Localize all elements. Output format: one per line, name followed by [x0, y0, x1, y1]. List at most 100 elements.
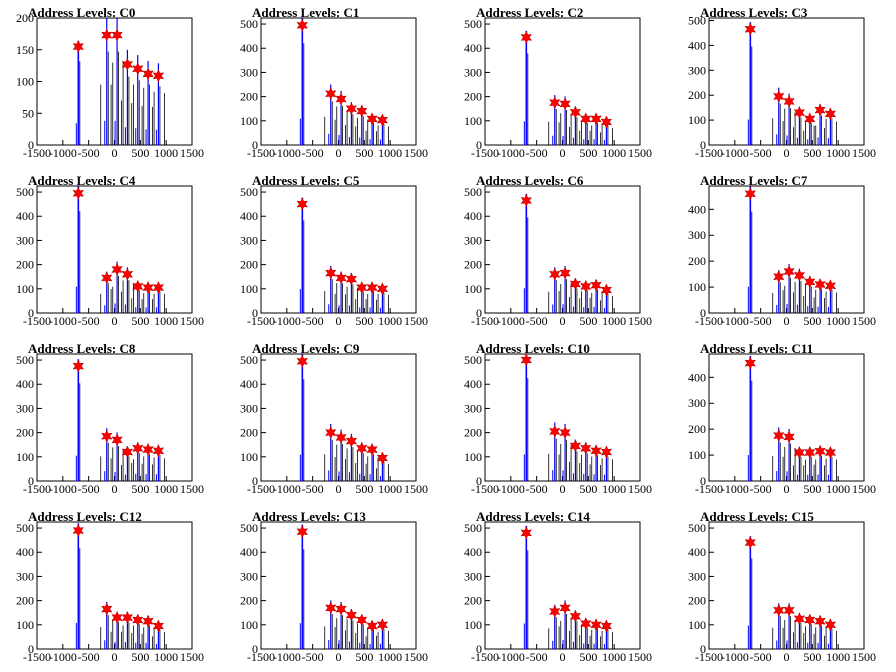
- x-tick-label: 0: [336, 146, 342, 160]
- peak-marker: [72, 359, 85, 373]
- y-tick-label: 0: [476, 642, 482, 656]
- peak-marker: [804, 275, 816, 289]
- y-tick-label: 400: [688, 370, 706, 384]
- x-tick-label: 1500: [852, 314, 876, 328]
- plot-frame: [484, 17, 641, 146]
- peak-marker: [520, 353, 533, 367]
- chart-panel-0: 0 50 100 150 200 -1500 -1000 -500 0 500 1000 1500 Ad…: [0, 0, 224, 168]
- y-tick-label: 0: [252, 642, 258, 656]
- x-tick-label: 500: [131, 482, 149, 496]
- plot-frame: [708, 521, 865, 650]
- peak-marker: [296, 197, 309, 211]
- y-tick-label: 200: [16, 426, 34, 440]
- peak-marker: [142, 442, 154, 457]
- peak-marker: [356, 441, 368, 455]
- x-tick-label: -500: [302, 146, 324, 160]
- x-tick-label: 1500: [628, 314, 652, 328]
- chart-title: Address Levels: C4: [28, 173, 136, 188]
- x-tick-label: 500: [579, 314, 597, 328]
- x-tick-label: -500: [750, 146, 772, 160]
- chart-title: Address Levels: C5: [252, 173, 360, 188]
- peak-marker: [335, 602, 347, 616]
- x-tick-label: 0: [112, 146, 118, 160]
- chart-panel-2: 0 100 200 300 400 500 -1500 -1000 -500 0 500 1000 15…: [448, 0, 672, 168]
- peak-marker: [72, 39, 85, 54]
- peak-marker: [580, 616, 592, 631]
- peak-marker: [101, 271, 113, 285]
- peak-marker: [600, 115, 613, 129]
- x-tick-label: -500: [78, 146, 100, 160]
- chart-panel-14: 0 100 200 300 400 500 -1500 -1000 -500 0 500 1000 15…: [448, 504, 672, 672]
- y-tick-label: 100: [16, 618, 34, 632]
- peak-marker: [783, 264, 795, 279]
- chart-title: Address Levels: C3: [700, 5, 808, 20]
- x-tick-label: 0: [112, 650, 118, 664]
- peak-marker: [793, 445, 806, 460]
- peak-marker: [356, 104, 368, 118]
- y-tick-label: 300: [688, 228, 706, 242]
- peak-marker: [366, 280, 378, 295]
- x-tick-label: 1000: [154, 146, 178, 160]
- y-tick-label: 300: [16, 233, 34, 247]
- x-tick-label: 500: [579, 650, 597, 664]
- y-tick-label: 0: [476, 138, 482, 152]
- plot-frame: [484, 521, 641, 650]
- x-tick-label: -500: [78, 650, 100, 664]
- y-tick-label: 100: [240, 282, 258, 296]
- peak-marker: [783, 603, 795, 617]
- x-tick-label: -1000: [273, 146, 301, 160]
- y-tick-label: 200: [688, 594, 706, 608]
- x-tick-label: 1500: [852, 650, 876, 664]
- y-tick-label: 100: [240, 114, 258, 128]
- y-tick-label: 400: [688, 202, 706, 216]
- y-tick-label: 0: [252, 474, 258, 488]
- x-tick-label: -1500: [471, 314, 499, 328]
- y-tick-label: 0: [700, 306, 706, 320]
- chart-title: Address Levels: C1: [252, 5, 360, 20]
- plot-frame: [36, 185, 193, 314]
- x-tick-label: 0: [560, 650, 566, 664]
- peak-marker: [356, 613, 368, 627]
- chart-svg: 0 100 200 300 400 500 -1500-1000 -500 0 500 1000 15…: [240, 185, 428, 328]
- y-tick-label: 300: [464, 233, 482, 247]
- peak-marker: [569, 439, 582, 453]
- y-tick-label: 100: [464, 450, 482, 464]
- chart-panel-5: 0 100 200 300 400 500 -1500 -1000 -500 0 500 1000 15…: [224, 168, 448, 336]
- chart-svg: 0 100 200 300 400 500 -1500-1000 -500 0 500 1000 15…: [464, 353, 652, 496]
- peak-marker: [132, 62, 144, 76]
- peak-marker: [580, 441, 592, 455]
- x-tick-label: -1500: [23, 482, 51, 496]
- y-tick-label: 150: [16, 43, 34, 57]
- y-tick-label: 0: [252, 306, 258, 320]
- x-tick-label: 1500: [628, 650, 652, 664]
- y-tick-label: 500: [688, 521, 706, 535]
- y-tick-label: 500: [464, 521, 482, 535]
- peak-marker: [559, 601, 571, 615]
- y-tick-label: 500: [240, 185, 258, 199]
- x-tick-label: 500: [803, 650, 821, 664]
- plot-frame: [36, 353, 193, 482]
- chart-panel-3: 0 100 200 300 400 500 -1500 -1000 -500 0 500 1000 15…: [672, 0, 896, 168]
- y-tick-label: 300: [240, 401, 258, 415]
- x-tick-label: 500: [803, 146, 821, 160]
- x-tick-label: -1500: [247, 650, 275, 664]
- x-tick-label: -500: [526, 482, 548, 496]
- y-tick-label: 0: [476, 306, 482, 320]
- x-tick-label: -500: [750, 650, 772, 664]
- peak-marker: [142, 67, 154, 81]
- x-tick-label: -1000: [721, 314, 749, 328]
- y-tick-label: 200: [240, 90, 258, 104]
- peak-marker: [549, 267, 561, 281]
- y-tick-label: 100: [464, 114, 482, 128]
- x-tick-label: 1500: [404, 314, 428, 328]
- peak-marker: [580, 112, 592, 126]
- peak-marker: [600, 283, 613, 297]
- peak-marker: [744, 187, 757, 201]
- x-tick-label: 1000: [378, 146, 402, 160]
- chart-title: Address Levels: C7: [700, 173, 808, 188]
- peak-marker: [783, 94, 795, 109]
- x-tick-label: 0: [112, 314, 118, 328]
- x-tick-label: 500: [579, 482, 597, 496]
- x-tick-label: 1500: [404, 650, 428, 664]
